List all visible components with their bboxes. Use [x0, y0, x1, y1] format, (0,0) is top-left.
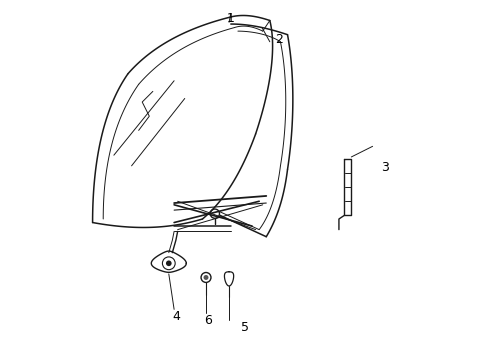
Text: 4: 4 [172, 310, 180, 323]
Text: 3: 3 [381, 161, 389, 174]
Text: 6: 6 [204, 314, 212, 327]
Circle shape [203, 275, 208, 280]
Text: 5: 5 [241, 321, 249, 334]
Circle shape [166, 260, 172, 266]
Text: 2: 2 [275, 33, 283, 46]
Text: 1: 1 [227, 12, 235, 25]
